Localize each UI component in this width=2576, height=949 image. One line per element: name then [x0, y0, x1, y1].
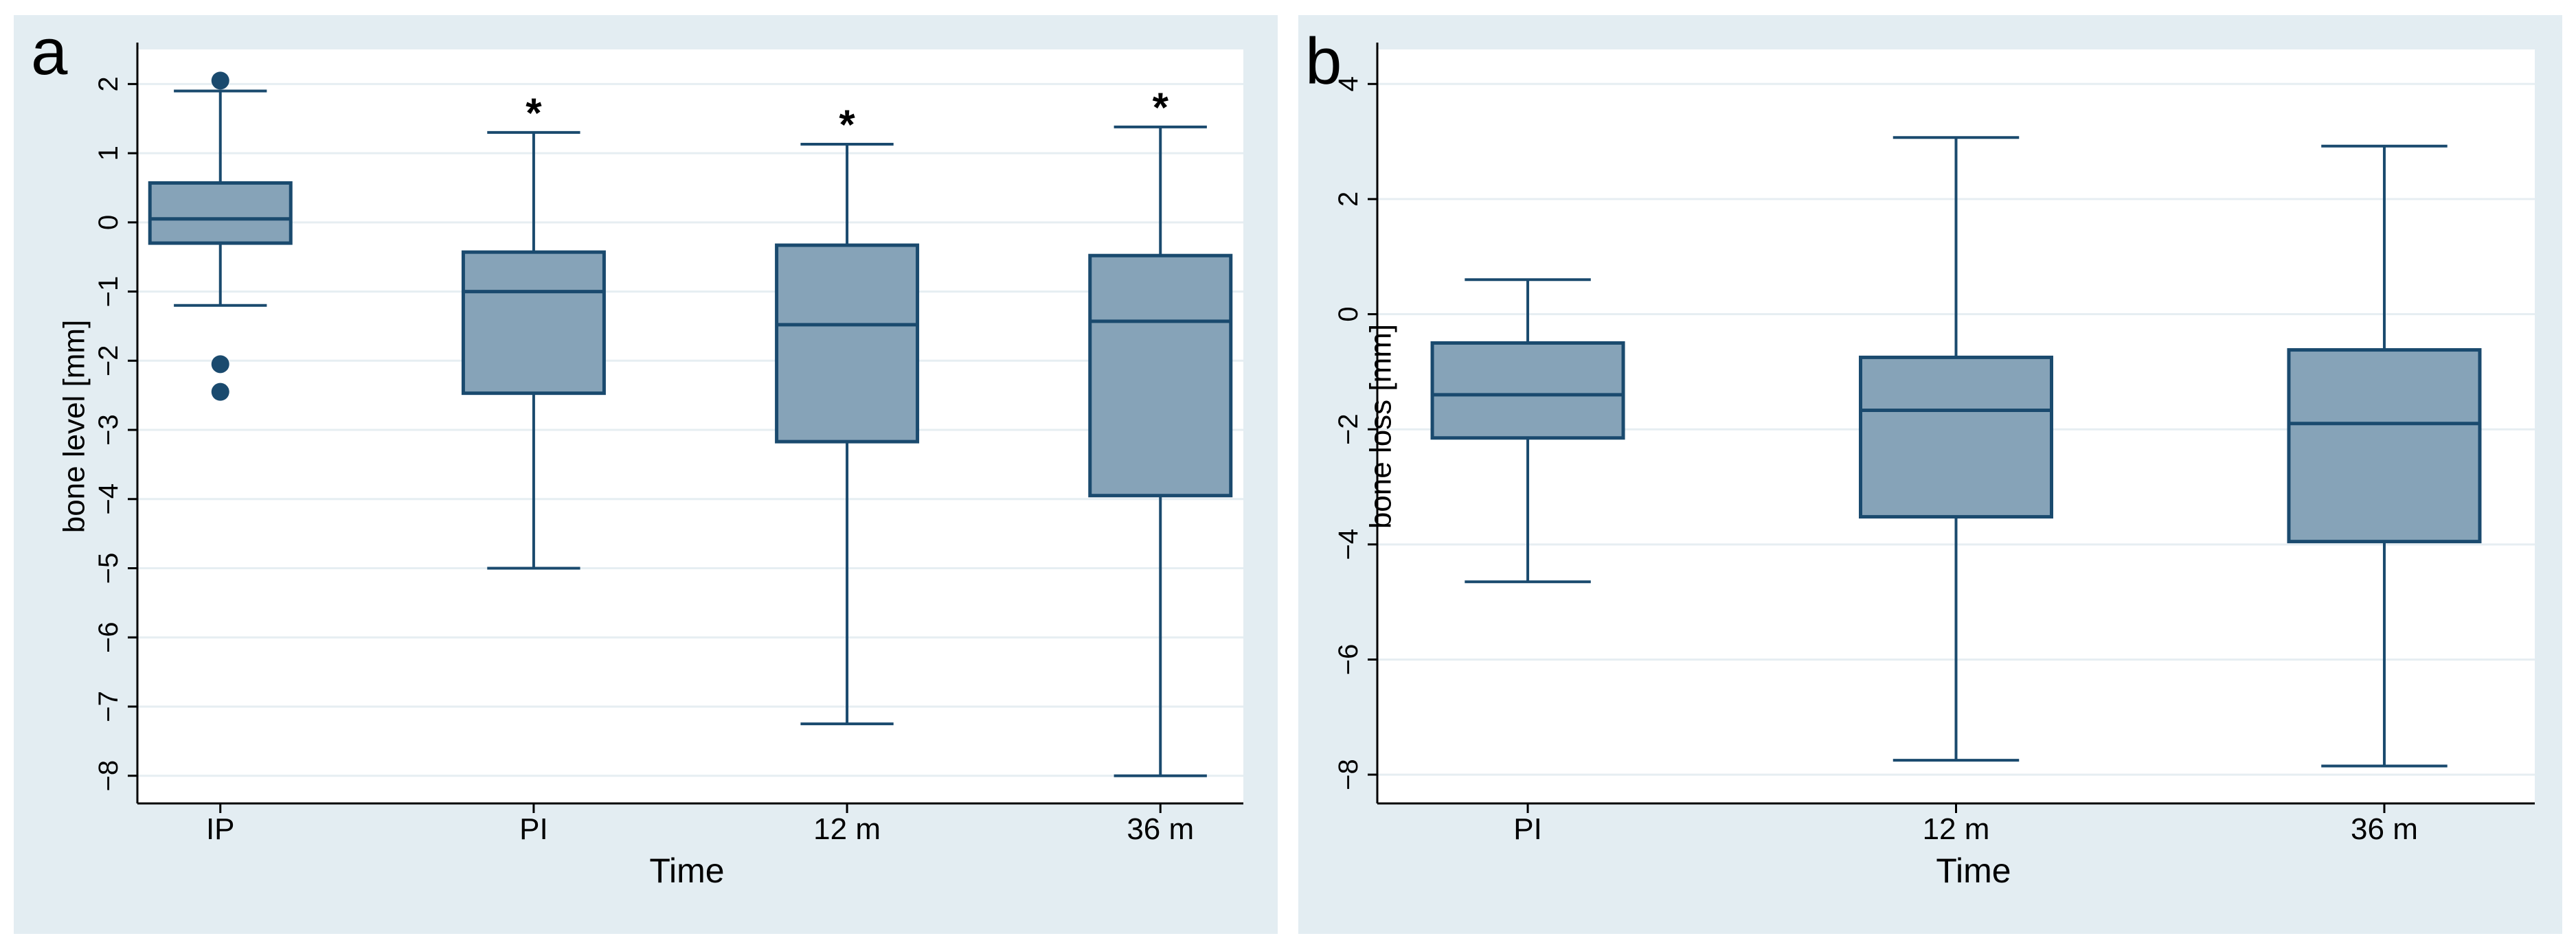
panel-a-y-axis-title: bone level [mm]	[58, 320, 91, 534]
panel-b-box-36m	[2287, 348, 2482, 544]
panel-a-y-tick-label: −2	[93, 345, 124, 376]
panel-b-y-tick-label: 4	[1333, 76, 1364, 91]
panel-b-y-tick-label: 0	[1333, 306, 1364, 321]
panel-a-y-tick-label: −3	[93, 414, 124, 446]
panel-b-y-tick-label: −6	[1333, 644, 1364, 676]
panel-a-significance-star-36m: *	[1153, 84, 1169, 130]
panel-a-significance-star-12m: *	[839, 102, 855, 148]
panel-a-y-tick-label: −8	[93, 760, 124, 792]
panel-b-box-12m	[1859, 355, 2053, 519]
panel-a-y-tick-label: −4	[93, 483, 124, 515]
panel-b-y-tick-label: −8	[1333, 759, 1364, 790]
panel-a-box-36m	[1088, 253, 1233, 498]
panel-b: 4 2 0 −2 −4 −6 −8 PI 12 m 36 m Time bone loss [mm] b	[1305, 25, 2535, 890]
panel-a-x-tick-label: PI	[519, 812, 548, 846]
panel-b-letter: b	[1305, 25, 1342, 98]
panel-b-x-tick-label: 36 m	[2351, 812, 2418, 846]
panel-a-y-tick-label: −1	[93, 276, 124, 308]
panel-a-outlier-ip	[211, 382, 229, 401]
panel-b-y-axis-title: bone loss [mm]	[1364, 324, 1398, 529]
panel-b-x-axis-title: Time	[1936, 851, 2011, 890]
panel-a-x-axis-title: Time	[649, 851, 724, 890]
panel-b-x-tick-label: PI	[1513, 812, 1542, 846]
panel-a-plot-area	[137, 49, 1243, 803]
panel-a-x-tick-label: 12 m	[813, 812, 881, 846]
panel-b-y-tick-label: 2	[1333, 192, 1364, 207]
panel-b-box-pi	[1430, 341, 1625, 440]
panel-b-x-tick-label: 12 m	[1923, 812, 1990, 846]
panel-a-box-12m	[775, 243, 920, 444]
panel-a-letter: a	[31, 15, 68, 89]
panel-a-y-tick-label: 0	[93, 215, 124, 230]
panel-b-y-tick-label: −2	[1333, 413, 1364, 445]
panel-a-y-tick-label: −7	[93, 691, 124, 722]
panel-a-y-tick-label: −5	[93, 553, 124, 584]
panel-a: 2 1 0 −1 −2 −3 −4 −5 −6 −7 −8 IP PI 12 m 36 m Time bone …	[31, 15, 1243, 890]
panel-a-y-tick-label: 1	[93, 146, 124, 161]
panel-a-box-ip	[148, 181, 293, 245]
panel-a-y-tick-label: 2	[93, 76, 124, 91]
panel-a-x-tick-label: IP	[206, 812, 235, 846]
panel-a-outlier-ip	[211, 71, 229, 90]
panel-a-box-pi	[461, 250, 606, 396]
panel-a-y-tick-label: −6	[93, 621, 124, 653]
panel-a-outlier-ip	[211, 355, 229, 374]
panel-b-y-tick-label: −4	[1333, 529, 1364, 560]
panel-a-significance-star-pi: *	[526, 90, 542, 136]
panel-a-x-tick-label: 36 m	[1127, 812, 1194, 846]
